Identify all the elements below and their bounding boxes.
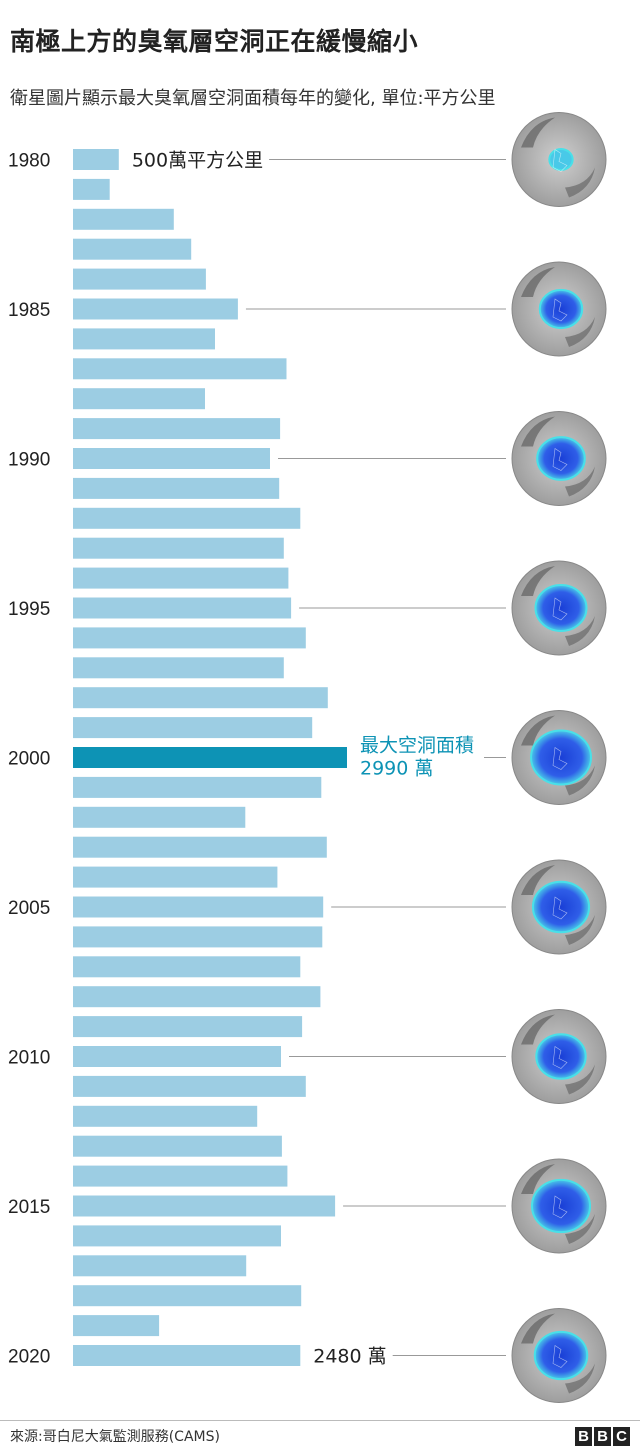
- source-note: 來源:哥白尼大氣監測服務(CAMS): [10, 1429, 220, 1445]
- footer-divider: [0, 1420, 640, 1421]
- bar-1997: [73, 657, 284, 679]
- bar-1994: [73, 567, 289, 589]
- bar-2007: [73, 956, 301, 978]
- bar-2009: [73, 1016, 303, 1038]
- bar-1984: [73, 268, 206, 290]
- bar-2015: [73, 1195, 336, 1217]
- year-label-2015: 2015: [8, 1197, 50, 1218]
- ozone-map-2020: [511, 1308, 607, 1403]
- bar-1990: [73, 448, 270, 469]
- ozone-map-1980: [511, 112, 607, 207]
- annotation-2000-line-1: 2990 萬: [360, 758, 433, 780]
- bar-2019: [73, 1315, 160, 1337]
- bar-2016: [73, 1225, 281, 1247]
- bar-2006: [73, 926, 323, 948]
- bar-1992: [73, 507, 301, 529]
- year-label-1985: 1985: [8, 300, 50, 321]
- annotation-2000-line-0: 最大空洞面積: [360, 735, 474, 757]
- bar-2018: [73, 1285, 302, 1307]
- bar-2012: [73, 1105, 258, 1127]
- bar-1986: [73, 328, 215, 350]
- bar-1980: [73, 149, 119, 170]
- year-label-2020: 2020: [8, 1347, 50, 1368]
- logo-letter: B: [575, 1427, 592, 1446]
- annotation-2020: 2480 萬: [313, 1346, 386, 1368]
- bar-2004: [73, 866, 278, 888]
- bar-2002: [73, 806, 246, 828]
- bar-1993: [73, 537, 284, 559]
- bar-2008: [73, 986, 321, 1008]
- year-label-1990: 1990: [8, 450, 50, 471]
- bar-1985: [73, 298, 238, 320]
- ozone-map-2010: [511, 1009, 607, 1104]
- bar-2005: [73, 896, 324, 918]
- ozone-map-2000: [511, 710, 607, 805]
- bar-group: [73, 149, 347, 1366]
- bar-2011: [73, 1075, 306, 1097]
- bar-1999: [73, 717, 313, 739]
- ozone-bar-chart: 1980 1985 1990 1995 2000 2005 2010 2015 2020 500…: [8, 112, 607, 1403]
- bar-2013: [73, 1135, 282, 1157]
- chart-subtitle: 衛星圖片顯示最大臭氧層空洞面積每年的變化, 單位:平方公里: [10, 88, 496, 109]
- logo-letter: C: [613, 1427, 630, 1446]
- bar-1988: [73, 388, 205, 410]
- bar-2003: [73, 836, 327, 858]
- ozone-map-2005: [511, 859, 607, 955]
- ozone-map-thumbnail-group: [511, 112, 607, 1403]
- bar-1995: [73, 597, 292, 619]
- bar-2010: [73, 1046, 281, 1067]
- bar-2014: [73, 1165, 288, 1187]
- ozone-map-1985: [511, 261, 607, 357]
- logo-letter: B: [594, 1427, 611, 1446]
- bar-1981: [73, 178, 110, 200]
- bar-2000: [73, 747, 347, 768]
- bar-1983: [73, 238, 192, 260]
- year-label-1980: 1980: [8, 151, 50, 172]
- ozone-map-1995: [511, 560, 607, 656]
- bar-1989: [73, 418, 281, 440]
- year-label-2010: 2010: [8, 1048, 50, 1069]
- bar-1991: [73, 477, 280, 499]
- bar-1998: [73, 687, 328, 709]
- ozone-map-2015: [511, 1158, 607, 1254]
- chart-title: 南極上方的臭氧層空洞正在緩慢縮小: [10, 27, 419, 56]
- year-label-1995: 1995: [8, 599, 50, 620]
- bar-1996: [73, 627, 306, 649]
- bar-2001: [73, 776, 322, 798]
- bbc-logo: B B C: [575, 1427, 630, 1446]
- annotation-1980: 500萬平方公里: [132, 150, 263, 172]
- bar-2020: [73, 1345, 301, 1366]
- year-label-group: 1980 1985 1990 1995 2000 2005 2010 2015 2020: [8, 151, 50, 1368]
- year-label-2000: 2000: [8, 749, 50, 770]
- bar-1982: [73, 208, 174, 230]
- ozone-map-1990: [511, 411, 607, 506]
- bar-1987: [73, 358, 287, 380]
- year-label-2005: 2005: [8, 898, 50, 919]
- bar-2017: [73, 1255, 247, 1277]
